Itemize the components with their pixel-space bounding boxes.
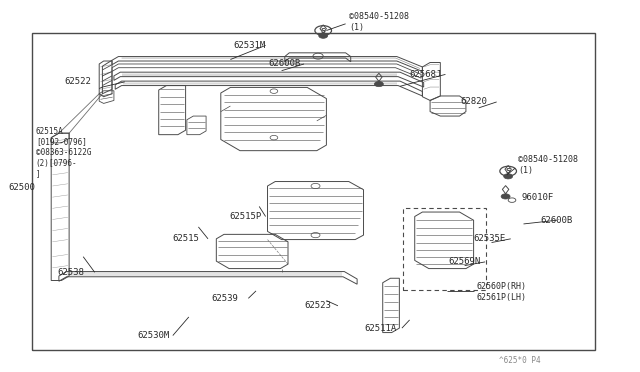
Text: 62600B: 62600B — [269, 60, 301, 68]
Text: 62515P: 62515P — [229, 212, 261, 221]
Text: 62600B: 62600B — [541, 216, 573, 225]
Text: 62522: 62522 — [64, 77, 91, 86]
Text: 62539: 62539 — [211, 294, 238, 303]
Text: S: S — [321, 28, 326, 33]
Text: 62531M: 62531M — [234, 41, 266, 50]
Circle shape — [504, 174, 513, 179]
Text: 62538: 62538 — [58, 268, 84, 277]
Text: 62511A: 62511A — [365, 324, 397, 333]
Text: 96010F: 96010F — [522, 193, 554, 202]
Text: ©08540-51208
(1): ©08540-51208 (1) — [349, 12, 409, 32]
Text: 62530M: 62530M — [138, 331, 170, 340]
Circle shape — [374, 81, 383, 87]
Circle shape — [319, 33, 328, 38]
Text: 62568J: 62568J — [410, 70, 442, 79]
Circle shape — [501, 194, 510, 199]
Text: 62569N: 62569N — [448, 257, 480, 266]
Text: 62515: 62515 — [173, 234, 200, 243]
Text: 62515A
[0192-0796]
©08363-6122G
(2)[0796-
]: 62515A [0192-0796] ©08363-6122G (2)[0796… — [36, 126, 92, 179]
Text: 62500: 62500 — [8, 183, 35, 192]
Text: 62560P(RH)
62561P(LH): 62560P(RH) 62561P(LH) — [477, 282, 527, 302]
Text: ^625*0 P4: ^625*0 P4 — [499, 356, 541, 365]
Text: 62820: 62820 — [461, 97, 488, 106]
Text: 62535E: 62535E — [474, 234, 506, 243]
Text: 62523: 62523 — [304, 301, 331, 310]
Text: S: S — [506, 168, 511, 174]
Text: ©08540-51208
(1): ©08540-51208 (1) — [518, 155, 579, 175]
